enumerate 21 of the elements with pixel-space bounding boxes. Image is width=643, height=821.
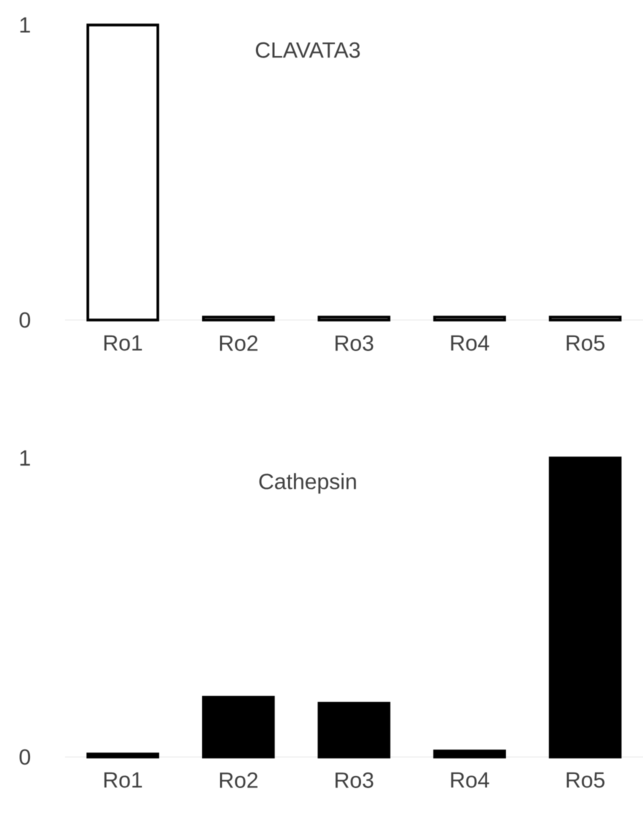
x-tick-label: Ro2 xyxy=(220,772,258,788)
bar xyxy=(548,456,622,758)
text: CLAVATA3 xyxy=(256,42,360,58)
x-tick-label: Ro2 xyxy=(220,335,258,351)
x-tick-label: Ro5 xyxy=(566,772,604,788)
x-tick-label: Ro5 xyxy=(566,335,604,351)
y-tick-label: 0 xyxy=(20,749,30,765)
x-tick-label: Ro1 xyxy=(104,772,142,788)
x-tick-label: Ro4 xyxy=(451,335,490,351)
x-tick-label: Ro3 xyxy=(336,335,374,351)
x-tick-label: Ro4 xyxy=(451,772,490,788)
y-tick-label: 1 xyxy=(20,450,30,466)
bar xyxy=(433,750,506,758)
y-tick-label: 0 xyxy=(20,312,30,328)
x-tick-label: Ro3 xyxy=(336,772,374,788)
x-tick-label: Ro1 xyxy=(104,335,142,351)
bar xyxy=(202,696,275,758)
text: Cathepsin xyxy=(259,473,356,494)
y-tick-label: 1 xyxy=(20,17,30,33)
bar xyxy=(318,702,390,758)
bar xyxy=(86,752,160,758)
